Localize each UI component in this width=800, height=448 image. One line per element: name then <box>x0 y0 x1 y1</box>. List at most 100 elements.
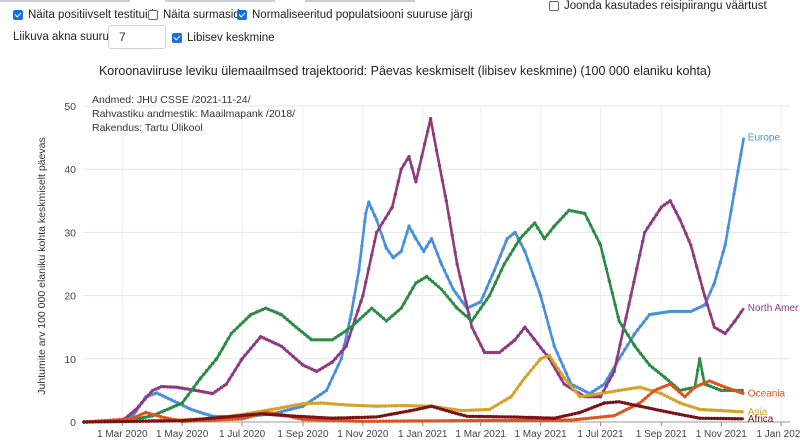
data-point <box>598 415 603 419</box>
data-point <box>266 307 271 312</box>
data-point <box>565 379 569 383</box>
data-point <box>159 410 164 414</box>
data-point <box>653 312 658 316</box>
data-point <box>491 350 496 355</box>
data-point <box>205 368 209 373</box>
data-point <box>471 414 475 419</box>
data-point <box>714 386 719 391</box>
data-point <box>326 362 331 366</box>
data-point <box>434 148 439 152</box>
data-point <box>652 407 657 411</box>
data-point <box>414 419 418 423</box>
x-tick-label: 1 May 2020 <box>156 429 209 440</box>
data-point <box>387 419 392 423</box>
data-point <box>646 393 651 398</box>
data-point <box>555 415 559 420</box>
data-point <box>677 412 681 416</box>
data-point <box>316 338 320 342</box>
checkbox-icon[interactable] <box>172 33 182 43</box>
data-point <box>564 413 568 418</box>
data-point <box>321 338 326 342</box>
normalize-checkbox[interactable]: Normaliseeritud populatsiooni suuruse jä… <box>237 9 473 21</box>
data-point <box>525 418 529 422</box>
checkbox-icon[interactable] <box>148 10 158 20</box>
data-point <box>544 355 549 359</box>
data-point <box>333 356 338 361</box>
data-point <box>602 401 607 405</box>
data-point <box>284 414 288 418</box>
data-point <box>461 287 465 291</box>
data-point <box>615 356 619 360</box>
data-point <box>595 404 600 408</box>
data-point <box>484 298 489 302</box>
data-point <box>450 407 454 411</box>
data-point <box>469 418 473 423</box>
data-point <box>592 392 597 397</box>
moving-average-label: Libisev keskmine <box>187 32 275 44</box>
data-point <box>556 367 560 371</box>
data-point <box>307 401 311 406</box>
annotation-population-source: Rahvastiku andmestik: Maailmapank /2018/ <box>92 108 295 120</box>
data-point <box>154 387 158 391</box>
data-point <box>444 199 448 203</box>
data-point <box>653 368 658 372</box>
data-point <box>325 416 330 420</box>
data-point <box>233 417 237 421</box>
data-point <box>530 224 534 228</box>
data-point <box>680 413 684 417</box>
data-point <box>715 327 719 331</box>
data-point <box>453 407 457 412</box>
data-point <box>201 417 205 421</box>
data-point <box>668 410 672 415</box>
data-point <box>364 280 368 284</box>
align-checkbox[interactable]: Joonda kasutades reisipiirangu väärtust <box>549 0 767 12</box>
data-point <box>264 306 268 310</box>
tab-underline <box>165 0 275 2</box>
data-point <box>303 332 307 336</box>
data-point <box>662 310 666 314</box>
data-point <box>636 348 640 352</box>
data-point <box>590 416 594 420</box>
data-point <box>198 417 202 421</box>
data-point <box>689 389 693 393</box>
data-point <box>313 396 317 400</box>
data-point <box>578 417 582 421</box>
data-point <box>287 414 291 418</box>
checkbox-icon[interactable] <box>13 10 23 20</box>
checkbox-icon[interactable] <box>549 1 559 11</box>
window-size-input[interactable] <box>108 25 166 49</box>
data-point <box>451 419 455 423</box>
data-point <box>230 414 234 419</box>
data-point <box>547 353 552 358</box>
data-point <box>162 415 167 420</box>
data-point <box>693 385 697 389</box>
data-point <box>273 407 278 411</box>
data-point <box>468 414 472 419</box>
data-point <box>395 404 399 408</box>
show-positive-checkbox[interactable]: Näita positiivselt testituid <box>13 9 154 21</box>
controls-panel: Näita positiivselt testituid Näita surma… <box>0 0 800 56</box>
moving-average-checkbox[interactable]: Libisev keskmine <box>172 32 275 44</box>
data-point <box>364 419 368 423</box>
data-point <box>220 347 225 351</box>
data-point <box>273 413 278 417</box>
data-point <box>440 178 445 183</box>
checkbox-icon[interactable] <box>237 10 247 20</box>
data-point <box>724 416 728 421</box>
data-point <box>374 230 379 235</box>
data-point <box>264 337 269 342</box>
data-point <box>654 212 659 217</box>
show-deaths-checkbox[interactable]: Näita surmasid <box>148 9 240 21</box>
data-point <box>659 391 664 396</box>
data-point <box>494 415 499 419</box>
data-point <box>542 237 547 241</box>
data-point <box>246 350 250 354</box>
data-point <box>515 386 519 391</box>
data-point <box>310 418 314 422</box>
data-point <box>450 410 454 414</box>
data-point <box>340 402 344 407</box>
data-point <box>186 418 190 422</box>
data-point <box>519 330 523 334</box>
data-point <box>668 382 672 386</box>
data-point <box>649 406 654 411</box>
